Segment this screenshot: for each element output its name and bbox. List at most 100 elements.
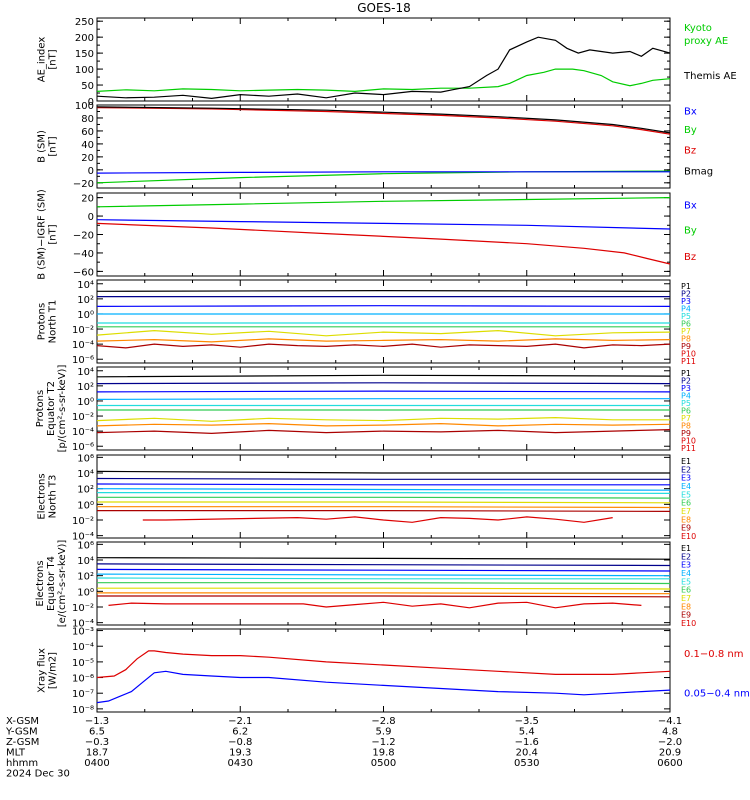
y-tick-label: −40 [73,249,94,260]
legend-entry: P6 [681,320,691,329]
legend-entry: P6 [681,407,691,416]
legend-entry: P7 [681,414,691,423]
series-by [96,197,671,208]
chart-title: GOES-18 [357,1,411,15]
legend-entry: P5 [681,312,691,321]
legend-entry: 0.05−0.4 nm [684,689,750,700]
tick-label: 5.9 [376,727,392,738]
y-tick-label: 0 [88,97,94,108]
tick-label: 0400 [84,758,109,769]
y-tick-label: −20 [73,231,94,242]
tick-label: 0600 [657,758,682,769]
series-bz [96,107,671,135]
series-kyoto-proxy-ae [96,68,671,93]
legend-entry: P4 [681,305,691,314]
panel-frame [96,104,671,189]
legend-entry: P9 [681,342,691,351]
series-e8 [97,592,671,595]
legend-entry: P1 [681,369,691,378]
ephemeris-table: X-GSM −1.3 −2.1 −2.8 −3.5 −4.1 Y-GSM 6.5 6.2 5.9 5… [5,716,683,780]
y-axis-label: Xray flux [37,648,48,693]
tick-label: 0500 [371,758,396,769]
row-label: Z-GSM [6,737,39,748]
tick-label: 5.4 [519,727,535,738]
y-tick-label: 10² [77,572,94,583]
legend-entry: E10 [681,532,696,541]
series-e4 [96,488,671,491]
y-tick-label: 0 [88,166,94,177]
tick-label: 4.8 [662,727,678,738]
date-label: 2024 Dec 30 [6,769,70,780]
legend-entry: E3 [681,474,691,483]
y-axis-label: [p/(cm²-s-sr-keV)] [57,365,68,453]
y-tick-label: 10⁻³ [72,627,94,638]
y-tick-label: 10⁻⁶ [72,442,94,453]
tick-label: 0530 [514,758,539,769]
series-e6 [97,496,671,499]
series-p7 [96,416,670,422]
legend-entry: P1 [681,282,691,291]
series-bmag [96,106,671,134]
y-axis-label: [nT] [48,49,59,69]
y-tick-label: 250 [75,17,94,28]
legend-entry: By [684,225,697,236]
panel-frame [96,366,671,451]
y-tick-label: 40 [81,140,94,151]
series-e9 [97,595,671,598]
series-e5 [96,577,670,580]
y-tick-label: 10⁻⁷ [72,689,94,700]
panel-ae: 0 50 100 150 200 250 AE_index [nT] Kyoto proxy AE… [37,17,737,108]
tick-label: −2.1 [228,716,252,727]
y-tick-label: 10⁻⁴ [72,642,94,653]
tick-label: 20.9 [659,748,681,759]
y-tick-label: −60 [73,267,94,278]
legend-entry: E10 [681,619,696,628]
legend-entry: E7 [681,594,691,603]
y-tick-label: −20 [73,179,94,190]
series-bx [96,171,670,174]
y-axis-label: Equator T4 [46,556,57,611]
y-tick-label: 10⁻² [72,516,94,527]
y-tick-label: 200 [75,33,94,44]
series-e2 [96,563,671,567]
y-tick-label: 10⁰ [77,397,94,408]
series-p7 [96,329,671,337]
y-tick-label: 10⁻⁵ [72,658,94,669]
y-tick-label: 10⁻⁴ [72,427,94,438]
series-bx [96,219,671,230]
tick-label: 19.3 [229,748,251,759]
series-themis-ae [96,36,671,100]
y-tick-label: 60 [81,127,94,138]
legend-entry: Kyoto [684,23,712,34]
legend-entry: E8 [681,602,691,611]
y-tick-label: 20 [81,194,94,205]
row-label: MLT [6,748,26,759]
tick-label: 6.2 [232,727,248,738]
y-tick-label: 10⁻⁶ [72,355,94,366]
series-bz [96,222,671,265]
legend-entry: proxy AE [684,36,728,47]
row-label: X-GSM [6,716,39,727]
tick-label: −3.5 [515,716,539,727]
legend-entry: E2 [681,552,691,561]
legend-entry: P10 [681,350,696,359]
legend-entry: E9 [681,524,691,533]
legend-entry: E1 [681,457,691,466]
legend-entry: E3 [681,561,691,570]
y-tick-label: 0 [88,212,94,223]
y-axis-label: Electrons [35,560,46,606]
legend-entry: P4 [681,392,691,401]
tick-label: −0.3 [85,737,109,748]
y-axis-label: [nT] [48,136,59,156]
y-tick-label: 10⁻⁴ [72,340,94,351]
y-axis-label: Protons [35,390,46,427]
panel-frame [96,279,671,364]
legend-entry: 0.1−0.8 nm [684,649,743,660]
y-axis-label: B (SM) [37,130,48,163]
legend-entry: Bmag [684,166,713,177]
series-p1 [96,290,671,292]
series-e6 [97,582,671,585]
legend-entry: P8 [681,422,691,431]
